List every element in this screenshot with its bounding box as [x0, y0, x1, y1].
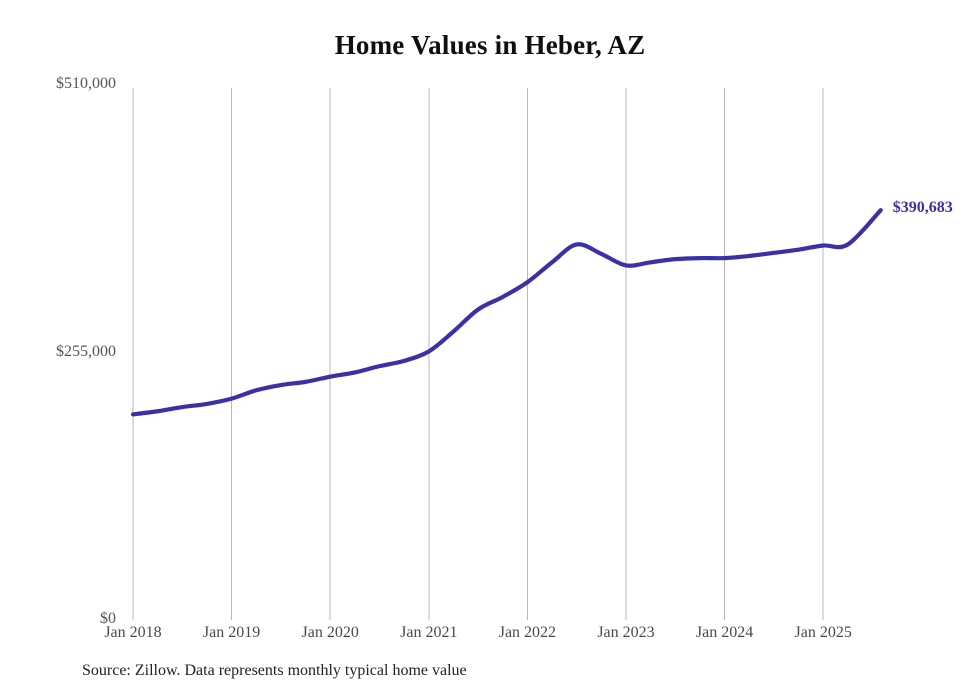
y-tick-label-0: $0 [100, 610, 116, 627]
source-note: Source: Zillow. Data represents monthly … [82, 662, 467, 679]
chart-title: Home Values in Heber, AZ [334, 30, 646, 60]
x-tick-label-5: Jan 2023 [597, 624, 655, 641]
x-tick-label-2: Jan 2020 [301, 624, 359, 641]
end-value-annotation: $390,683 [892, 199, 953, 217]
x-tick-label-3: Jan 2021 [400, 624, 458, 641]
x-tick-label-6: Jan 2024 [695, 624, 754, 641]
y-tick-label-1: $255,000 [56, 342, 116, 360]
y-tick-label-2: $510,000 [56, 75, 116, 92]
x-tick-label-0: Jan 2018 [104, 624, 162, 641]
series-lines [130, 208, 883, 417]
gridlines [132, 88, 824, 620]
series-line-0 [130, 208, 883, 417]
x-tick-label-7: Jan 2025 [794, 624, 852, 641]
x-tick-label-4: Jan 2022 [498, 624, 557, 641]
x-tick-label-1: Jan 2019 [202, 624, 261, 641]
